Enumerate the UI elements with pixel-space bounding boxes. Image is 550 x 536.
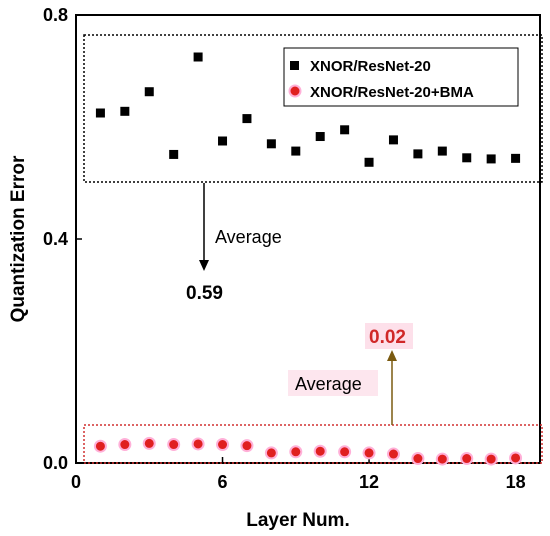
data-point-xnor (511, 153, 521, 163)
data-point-xnor (242, 114, 252, 124)
data-point-xnor (169, 149, 179, 159)
x-tick-label: 6 (218, 472, 228, 492)
highlight-box-bma (83, 424, 543, 464)
data-point-bma (362, 446, 376, 460)
data-point-bma (313, 444, 327, 458)
data-point-bma (460, 452, 474, 466)
highlight-box-xnor (83, 34, 543, 183)
annotation-average-bma: Average 0.02 (288, 323, 413, 425)
data-point-bma (386, 447, 400, 461)
y-axis-title: Quantization Error (8, 155, 29, 322)
annotation-arrowhead-bma (387, 350, 397, 361)
annotation-arrowhead-xnor (199, 260, 209, 271)
data-point-bma (264, 446, 278, 460)
x-axis-title: Layer Num. (246, 510, 349, 531)
legend: XNOR/ResNet-20 XNOR/ResNet-20+BMA (283, 47, 519, 107)
annotation-label-bma: Average (295, 374, 362, 394)
data-point-xnor (120, 106, 130, 116)
data-point-xnor (144, 87, 154, 97)
data-point-bma (509, 451, 523, 465)
annotation-average-xnor: Average 0.59 (186, 183, 282, 304)
data-point-xnor (95, 108, 105, 118)
legend-label-bma: XNOR/ResNet-20+BMA (310, 84, 474, 101)
data-point-xnor (193, 52, 203, 62)
data-point-xnor (315, 132, 325, 142)
legend-marker-xnor (290, 61, 299, 70)
data-point-bma (435, 452, 449, 466)
y-tick-label: 0.4 (43, 229, 68, 249)
data-point-bma (216, 438, 230, 452)
data-point-bma (118, 438, 132, 452)
x-tick-label: 12 (359, 472, 379, 492)
legend-marker-bma (288, 84, 302, 98)
data-point-xnor (291, 146, 301, 156)
data-point-xnor (340, 125, 350, 135)
annotation-value-bma: 0.02 (369, 327, 406, 348)
data-point-xnor (218, 136, 228, 146)
data-point-xnor (486, 154, 496, 164)
annotation-value-xnor: 0.59 (186, 283, 223, 304)
data-point-xnor (462, 153, 472, 163)
data-point-bma (167, 438, 181, 452)
data-point-bma (240, 439, 254, 453)
data-point-xnor (388, 135, 398, 145)
x-tick-label: 0 (71, 472, 81, 492)
data-point-xnor (437, 146, 447, 156)
x-tick-label: 18 (506, 472, 526, 492)
data-point-bma (411, 452, 425, 466)
data-point-xnor (364, 157, 374, 167)
annotation-value-bma-bg (365, 323, 413, 349)
data-point-bma (289, 445, 303, 459)
data-point-xnor (413, 149, 423, 159)
legend-label-xnor: XNOR/ResNet-20 (310, 58, 431, 75)
data-point-xnor (266, 139, 276, 149)
data-point-bma (191, 437, 205, 451)
data-point-bma (93, 439, 107, 453)
annotation-label-bma-bg (288, 370, 378, 396)
data-point-bma (484, 452, 498, 466)
data-point-bma (338, 445, 352, 459)
y-tick-label: 0.8 (43, 5, 68, 25)
data-point-bma (142, 436, 156, 450)
annotation-label-xnor: Average (215, 227, 282, 247)
y-tick-label: 0.0 (43, 453, 68, 473)
legend-box (283, 47, 519, 107)
